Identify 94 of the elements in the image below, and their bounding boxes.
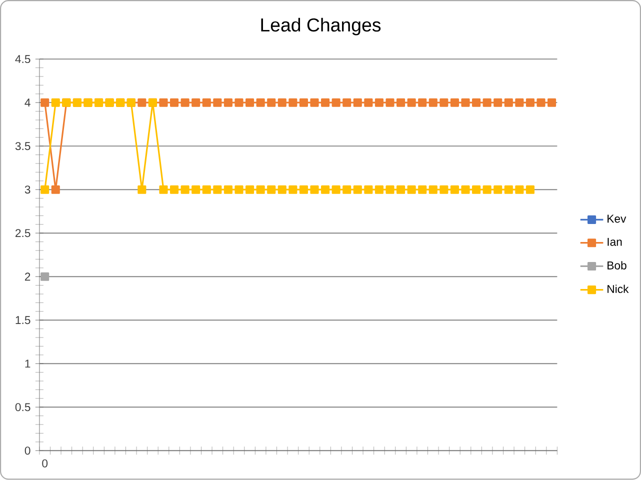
- point: [138, 185, 146, 194]
- point: [202, 98, 211, 107]
- point: [51, 185, 60, 194]
- chart-title: Lead Changes: [261, 18, 381, 36]
- point: [342, 185, 352, 194]
- point: [180, 185, 190, 194]
- point: [288, 185, 298, 194]
- point: [386, 98, 394, 107]
- point: [504, 98, 513, 107]
- point: [40, 185, 50, 194]
- y-tick-label: 4.5: [15, 55, 30, 64]
- point: [353, 185, 362, 194]
- point: [461, 98, 470, 107]
- point: [482, 98, 492, 107]
- point: [40, 272, 50, 282]
- point: [138, 98, 146, 107]
- y-tick-label: 1: [25, 360, 30, 368]
- point: [396, 185, 406, 194]
- point: [159, 98, 168, 107]
- point: [450, 185, 459, 194]
- y-tick-label: 0.5: [15, 403, 30, 412]
- point: [461, 185, 470, 194]
- legend-label: Bob: [608, 261, 626, 270]
- y-tick-label: 0: [24, 446, 30, 455]
- point: [374, 98, 384, 107]
- point: [548, 98, 556, 107]
- point: [192, 185, 200, 194]
- point: [170, 185, 179, 194]
- point: [386, 185, 394, 194]
- y-tick-label: 1.5: [16, 316, 30, 324]
- point: [536, 98, 546, 107]
- point: [321, 98, 330, 107]
- point: [288, 98, 298, 107]
- point: [321, 185, 330, 194]
- point: [256, 98, 265, 107]
- point: [515, 98, 524, 107]
- point: [310, 98, 319, 107]
- point: [482, 185, 492, 194]
- point: [202, 185, 211, 194]
- point: [278, 185, 286, 194]
- point: [494, 185, 502, 194]
- point: [494, 98, 502, 107]
- point: [342, 98, 352, 107]
- point: [374, 185, 384, 194]
- point: [180, 98, 190, 107]
- point: [224, 98, 232, 107]
- point: [192, 98, 200, 107]
- point: [364, 185, 373, 194]
- point: [504, 185, 513, 194]
- y-tick-label: 3.5: [15, 142, 30, 150]
- point: [332, 185, 340, 194]
- point: [234, 98, 244, 107]
- point: [213, 98, 222, 107]
- point: [213, 185, 222, 194]
- point: [234, 185, 244, 194]
- point: [332, 98, 340, 107]
- point: [428, 185, 438, 194]
- point: [267, 185, 276, 194]
- point: [440, 185, 448, 194]
- point: [418, 98, 427, 107]
- point: [526, 98, 534, 107]
- point: [428, 98, 438, 107]
- y-tick-label: 3: [24, 186, 30, 194]
- point: [407, 98, 416, 107]
- y-tick-label: 2: [24, 272, 30, 281]
- point: [299, 98, 308, 107]
- point: [278, 98, 286, 107]
- legend-label: Kev: [608, 214, 626, 223]
- y-tick-label: 2.5: [16, 229, 30, 238]
- point: [364, 98, 373, 107]
- point: [515, 185, 524, 194]
- point: [51, 98, 60, 107]
- point: [472, 185, 481, 194]
- point: [450, 98, 459, 107]
- legend-label: Ian: [608, 238, 622, 246]
- point: [159, 185, 168, 194]
- legend-label: Nick: [608, 284, 629, 294]
- point: [526, 185, 534, 194]
- point: [310, 185, 319, 194]
- point: [299, 185, 308, 194]
- point: [224, 185, 232, 194]
- point: [256, 185, 265, 194]
- point: [267, 98, 276, 107]
- point: [246, 98, 254, 107]
- point: [418, 185, 427, 194]
- point: [472, 98, 481, 107]
- point: [353, 98, 362, 107]
- point: [170, 98, 179, 107]
- point: [396, 98, 406, 107]
- point: [246, 185, 254, 194]
- point: [440, 98, 448, 107]
- point: [407, 185, 416, 194]
- point: [40, 98, 50, 107]
- y-tick-label: 4: [24, 98, 30, 107]
